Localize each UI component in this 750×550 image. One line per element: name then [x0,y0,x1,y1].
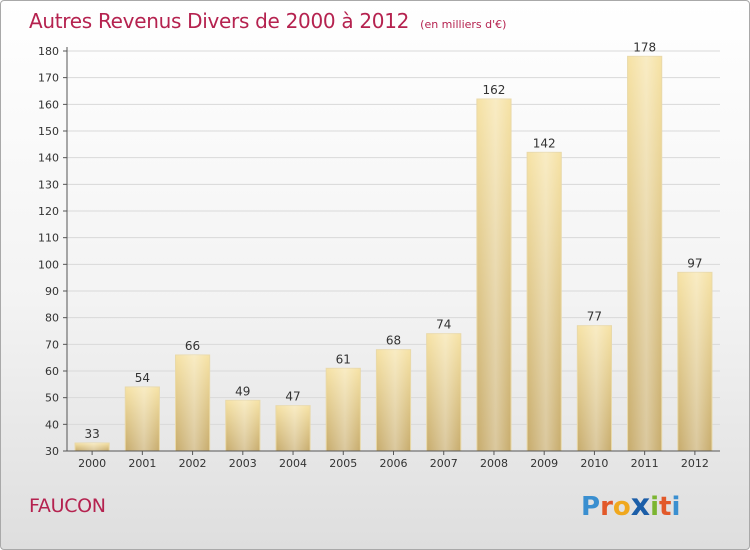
y-tick-label: 170 [38,72,59,85]
proxiti-logo: Proxiti [581,488,680,523]
bar-highlight [75,443,110,451]
x-axis: 2000 2001 2002 2003 2004 2005 2006 2007 2008 2009… [67,450,720,470]
x-tick-label: 2011 [631,457,659,470]
y-tick-label: 60 [45,365,59,378]
data-labels: 33 54 66 49 47 61 68 74 162 142 77 178 97 [84,40,702,441]
bars [74,55,713,452]
chart-unit-label: (en milliers d'€) [420,18,507,31]
chart-title: Autres Revenus Divers de 2000 à 2012 (en… [29,9,506,33]
bar-highlight [326,368,361,451]
x-tick-label: 2012 [681,457,709,470]
y-tick-label: 40 [45,418,59,431]
bar-highlight [125,387,160,451]
data-label: 74 [436,318,451,332]
commune-name: FAUCON [29,495,106,517]
data-label: 49 [235,384,250,398]
x-tick-label: 2008 [480,457,508,470]
logo-letter: r [600,492,613,522]
y-axis: 30 40 50 60 70 80 90 100 110 120 130 140 150 160 170 18… [38,45,68,458]
data-label: 178 [633,40,656,54]
bar-highlight [476,99,512,451]
bar-highlight [627,56,662,451]
data-label: 142 [533,136,556,150]
y-tick-label: 70 [45,338,59,351]
data-label: 33 [84,427,99,441]
logo-letter: t [659,492,672,522]
y-tick-label: 130 [38,178,59,191]
bar-highlight [677,272,712,451]
y-tick-label: 120 [38,205,59,218]
data-label: 68 [386,334,401,348]
y-tick-label: 50 [45,392,59,405]
y-tick-label: 80 [45,312,59,325]
x-tick-label: 2007 [430,457,458,470]
logo-letter: i [650,492,660,522]
data-label: 61 [336,352,351,366]
y-tick-label: 150 [38,125,59,138]
x-tick-label: 2003 [229,457,257,470]
x-tick-label: 2005 [329,457,357,470]
y-tick-label: 110 [38,232,59,245]
logo-letter: o [612,492,631,522]
chart-title-text: Autres Revenus Divers de 2000 à 2012 [29,9,410,33]
data-label: 47 [285,390,300,404]
y-tick-label: 140 [38,152,59,165]
y-tick-label: 30 [45,445,59,458]
data-label: 97 [687,256,702,270]
y-tick-label: 100 [38,258,59,271]
x-tick-label: 2004 [279,457,307,470]
data-label: 54 [135,371,150,385]
bar-highlight [275,405,311,451]
x-tick-label: 2006 [380,457,408,470]
bar-highlight [376,349,411,451]
y-tick-label: 90 [45,285,59,298]
bar-highlight [225,400,260,451]
x-tick-label: 2001 [128,457,156,470]
y-tick-label: 160 [38,98,59,111]
x-tick-label: 2000 [78,457,106,470]
bar-highlight [527,152,562,452]
x-tick-label: 2009 [530,457,558,470]
data-label: 162 [483,83,506,97]
bar-highlight [175,355,210,451]
data-label: 77 [587,310,602,324]
y-tick-label: 180 [38,45,59,58]
logo-letter: P [581,492,601,522]
bar-highlight [577,325,612,451]
logo-letter: x [630,488,651,523]
x-tick-label: 2002 [179,457,207,470]
x-tick-label: 2010 [580,457,608,470]
bar-highlight [426,333,461,451]
logo-letter: i [671,492,681,522]
data-label: 66 [185,339,200,353]
